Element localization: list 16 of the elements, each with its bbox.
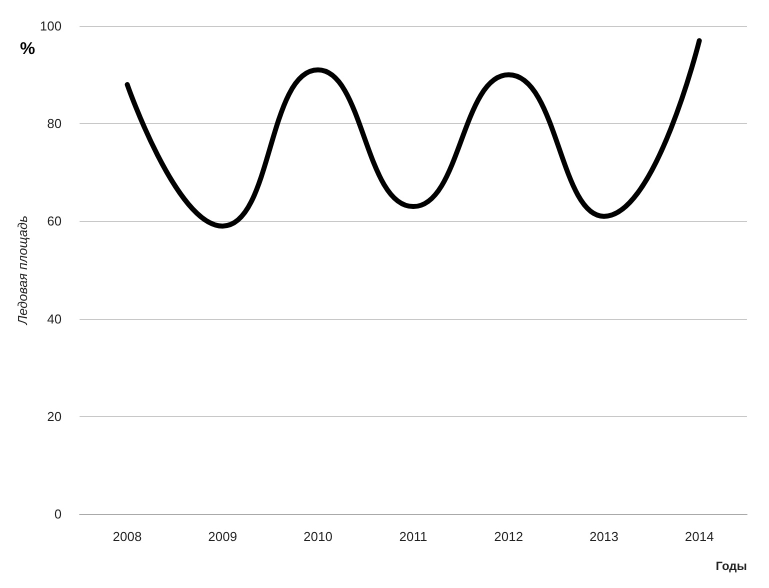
- y-tick-label: 20: [47, 408, 62, 424]
- y-tick-label: 40: [47, 311, 62, 326]
- y-tick-label: 0: [54, 506, 62, 522]
- y-tick-label: 80: [47, 116, 62, 132]
- y-axis-title: Ледовая площадь: [15, 215, 30, 326]
- y-tick-label: 60: [47, 214, 62, 229]
- x-tick-label: 2009: [208, 529, 238, 544]
- x-axis-title: Годы: [716, 559, 748, 573]
- x-tick-label: 2008: [112, 529, 142, 544]
- x-tick-label: 2013: [590, 529, 618, 544]
- x-tick-label: 2012: [494, 529, 524, 544]
- x-tick-label: 2011: [399, 529, 428, 544]
- y-tick-label: 100: [40, 18, 62, 34]
- text: %: [20, 39, 36, 58]
- x-tick-label: 2014: [684, 529, 714, 544]
- x-tick-label: 2010: [303, 529, 332, 544]
